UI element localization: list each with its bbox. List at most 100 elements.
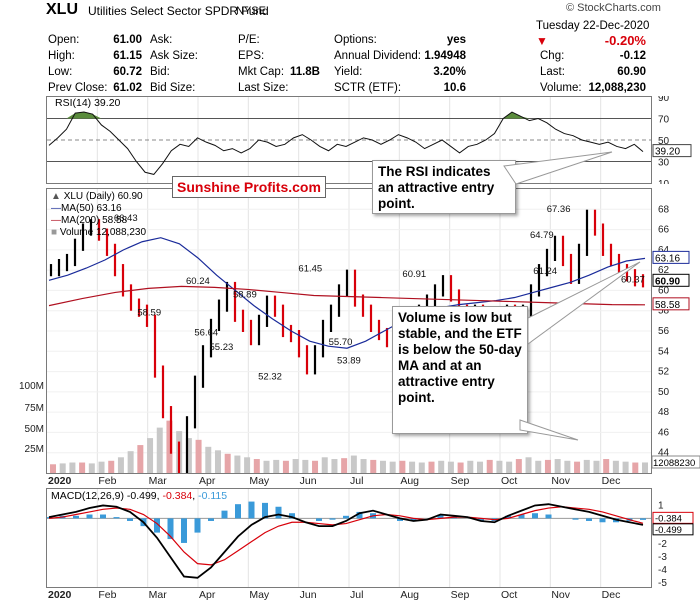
month-label-sep: Sep: [450, 475, 470, 487]
rsi-last-value: 39.20: [655, 147, 680, 158]
macd-histogram-bar: [599, 518, 606, 523]
ask-size-label: Ask Size:: [150, 50, 198, 62]
volume-bar: [438, 460, 445, 473]
macd-histogram-bar: [586, 518, 592, 521]
rsi-tick-label: 30: [658, 158, 670, 169]
month-axis-top: 2020 Feb Mar Apr May Jun Jul Aug Sep Oct Nov Dec: [46, 474, 652, 488]
volume-value: 12,088,230: [588, 82, 646, 94]
month-axis-bottom: 2020 Feb Mar Apr May Jun Jul Aug Sep Oct Nov Dec: [46, 588, 652, 602]
rsi-tick-label: 10: [658, 179, 670, 184]
price-annotation: 56.64: [194, 328, 218, 339]
macd-right-label: -0.384: [655, 513, 682, 524]
price-tick-label: 62: [658, 265, 670, 276]
volume-bar: [282, 460, 289, 473]
volume-bar: [273, 459, 280, 473]
macd-histogram-bar: [86, 514, 93, 519]
volume-bar: [127, 451, 134, 473]
yield-label: Yield:: [334, 66, 363, 78]
macd-histogram-bar: [343, 515, 349, 519]
date-label: Tuesday 22-Dec-2020: [536, 20, 650, 32]
volume-bar: [370, 459, 377, 473]
macd-histogram-bar: [518, 514, 525, 519]
volume-axis: 25M 50M 75M 100M: [19, 381, 44, 455]
month-label-2020: 2020: [48, 475, 72, 487]
volume-bar: [214, 450, 221, 473]
volume-bar: [418, 462, 425, 473]
volume-bar: [302, 459, 309, 473]
volume-bar: [583, 459, 590, 473]
volume-bar: [389, 461, 396, 473]
low-label: Low:: [48, 66, 73, 78]
prev-close-label: Prev Close:: [48, 82, 108, 94]
price-right-label-box: [652, 250, 690, 264]
rsi-tick-label: 70: [658, 115, 670, 126]
volume-bar: [156, 427, 163, 473]
price-tick-label: 54: [658, 346, 670, 357]
dividend-value: 1.94948: [424, 50, 466, 62]
month-label-sep: Sep: [450, 589, 470, 601]
volume-bar: [574, 461, 581, 473]
macd-histogram-bar: [316, 518, 322, 521]
price-tick-label: 50: [658, 387, 670, 398]
rsi-overbought-fill: [49, 112, 643, 119]
sctr-label: SCTR (ETF):: [334, 82, 402, 94]
rsi-chart: [47, 97, 651, 183]
options-label: Options:: [334, 34, 377, 46]
volume-bar: [515, 459, 522, 473]
month-label-apr: Apr: [199, 475, 216, 487]
change-percent: -0.20%: [604, 33, 646, 48]
month-label-mar: Mar: [148, 589, 167, 601]
down-arrow-icon: ▼: [536, 34, 548, 48]
volume-bar: [477, 461, 484, 473]
price-tick-label: 64: [658, 245, 670, 256]
volume-bar: [544, 459, 551, 473]
price-tick-label: 52: [658, 367, 670, 378]
pe-label: P/E:: [238, 34, 260, 46]
volume-bar: [467, 460, 474, 473]
price-annotation: 61.45: [298, 264, 322, 275]
macd-histogram-bar: [113, 517, 120, 519]
macd-histogram-bar: [572, 518, 579, 520]
volume-bar: [59, 463, 66, 473]
volume-bar: [486, 459, 493, 473]
month-label-2020: 2020: [48, 589, 72, 601]
macd-signal-line: [48, 506, 644, 566]
macd-line: [48, 503, 644, 579]
high-value: 61.15: [113, 50, 142, 62]
volume-bar: [108, 460, 115, 473]
ticker-symbol: XLU: [46, 1, 78, 18]
price-annotation: 60.24: [186, 276, 210, 287]
volume-bar: [642, 462, 648, 473]
macd-right-label: -0.499: [655, 525, 682, 536]
volume-bar: [603, 459, 610, 473]
macd-histogram-bar: [275, 506, 282, 519]
macd-histogram-bar: [356, 511, 363, 519]
volume-bar: [147, 438, 154, 473]
month-label-jul: Jul: [350, 589, 364, 601]
volume-bar: [263, 460, 270, 473]
legend-ma50: —MA(50) 63.16: [51, 203, 122, 214]
volume-bar: [632, 462, 639, 473]
price-annotation: 58.89: [233, 290, 257, 301]
macd-tick-label: 1: [658, 500, 664, 511]
dividend-label: Annual Dividend:: [334, 50, 421, 62]
price-tick-label: 44: [658, 448, 670, 459]
bid-size-label: Bid Size:: [150, 82, 196, 94]
high-label: High:: [48, 50, 75, 62]
eps-label: EPS:: [238, 50, 265, 62]
month-label-aug: Aug: [400, 475, 420, 487]
price-tick-label: 46: [658, 427, 670, 438]
month-label-mar: Mar: [148, 475, 167, 487]
volume-bar: [457, 462, 464, 473]
open-label: Open:: [48, 34, 80, 46]
volume-bar: [292, 459, 299, 473]
price-annotation: 66.43: [114, 213, 138, 224]
price-tick-label: 66: [658, 225, 670, 236]
macd-tick-label: -3: [658, 552, 667, 563]
volume-label: Volume:: [540, 82, 582, 94]
volume-bar: [409, 461, 416, 473]
month-label-oct: Oct: [501, 475, 518, 487]
volume-bar: [195, 439, 202, 473]
macd-histogram-bar: [181, 518, 187, 543]
last-size-label: Last Size:: [238, 82, 289, 94]
